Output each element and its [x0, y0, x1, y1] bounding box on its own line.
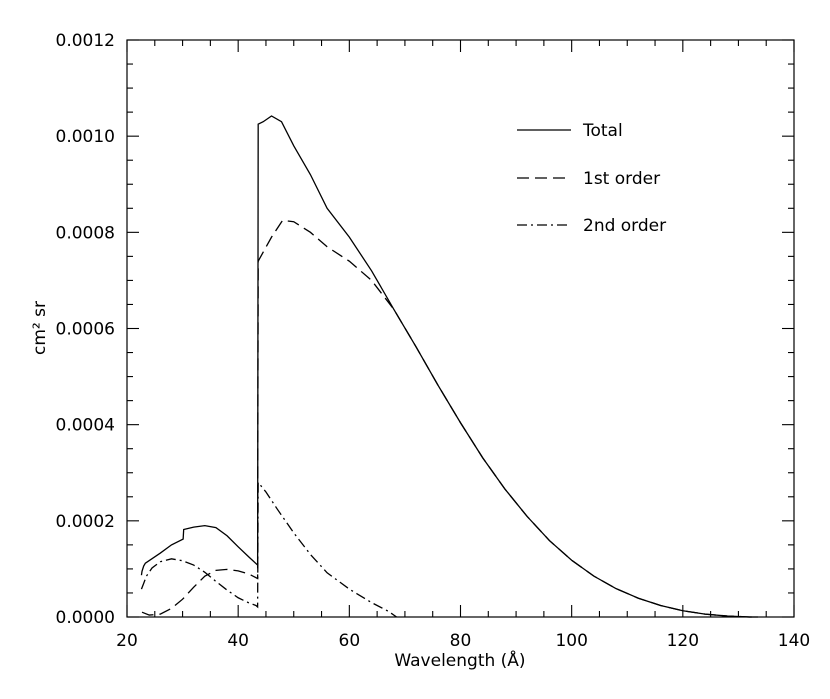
y-tick-label: 0.0010: [56, 127, 115, 147]
x-axis-label: Wavelength (Å): [394, 649, 525, 671]
series-layer: [140, 115, 758, 618]
y-tick-label: 0.0004: [56, 416, 115, 436]
y-tick-label: 0.0012: [56, 31, 115, 51]
plot-frame: [126, 39, 795, 618]
x-tick-label: 100: [555, 631, 587, 651]
x-tick-labels: 20 40 60 80 100 120 140: [116, 631, 810, 651]
y-tick-label: 0.0008: [56, 223, 115, 243]
x-tick-label: 60: [339, 631, 361, 651]
legend: Total 1st order 2nd order: [517, 121, 666, 236]
series-line-2nd-order: [140, 480, 397, 618]
x-tick-label: 40: [227, 631, 249, 651]
legend-label-1st-order: 1st order: [583, 169, 660, 189]
x-tick-label: 120: [667, 631, 699, 651]
legend-label-total: Total: [582, 121, 623, 141]
y-tick-label: 0.0002: [56, 512, 115, 532]
y-tick-label: 0.0006: [56, 320, 115, 340]
y-tick-label: 0.0000: [56, 608, 115, 628]
y-axis-label: cm² sr: [30, 301, 50, 355]
legend-label-2nd-order: 2nd order: [583, 216, 666, 236]
x-tick-label: 140: [778, 631, 810, 651]
axis-ticks: [126, 39, 795, 618]
y-tick-labels: 0.0000 0.0002 0.0004 0.0006 0.0008 0.0010 0.00…: [56, 31, 115, 628]
series-line-total: [140, 115, 758, 618]
x-tick-label: 20: [116, 631, 138, 651]
series-line-1st-order: [141, 219, 758, 618]
x-tick-label: 80: [450, 631, 472, 651]
